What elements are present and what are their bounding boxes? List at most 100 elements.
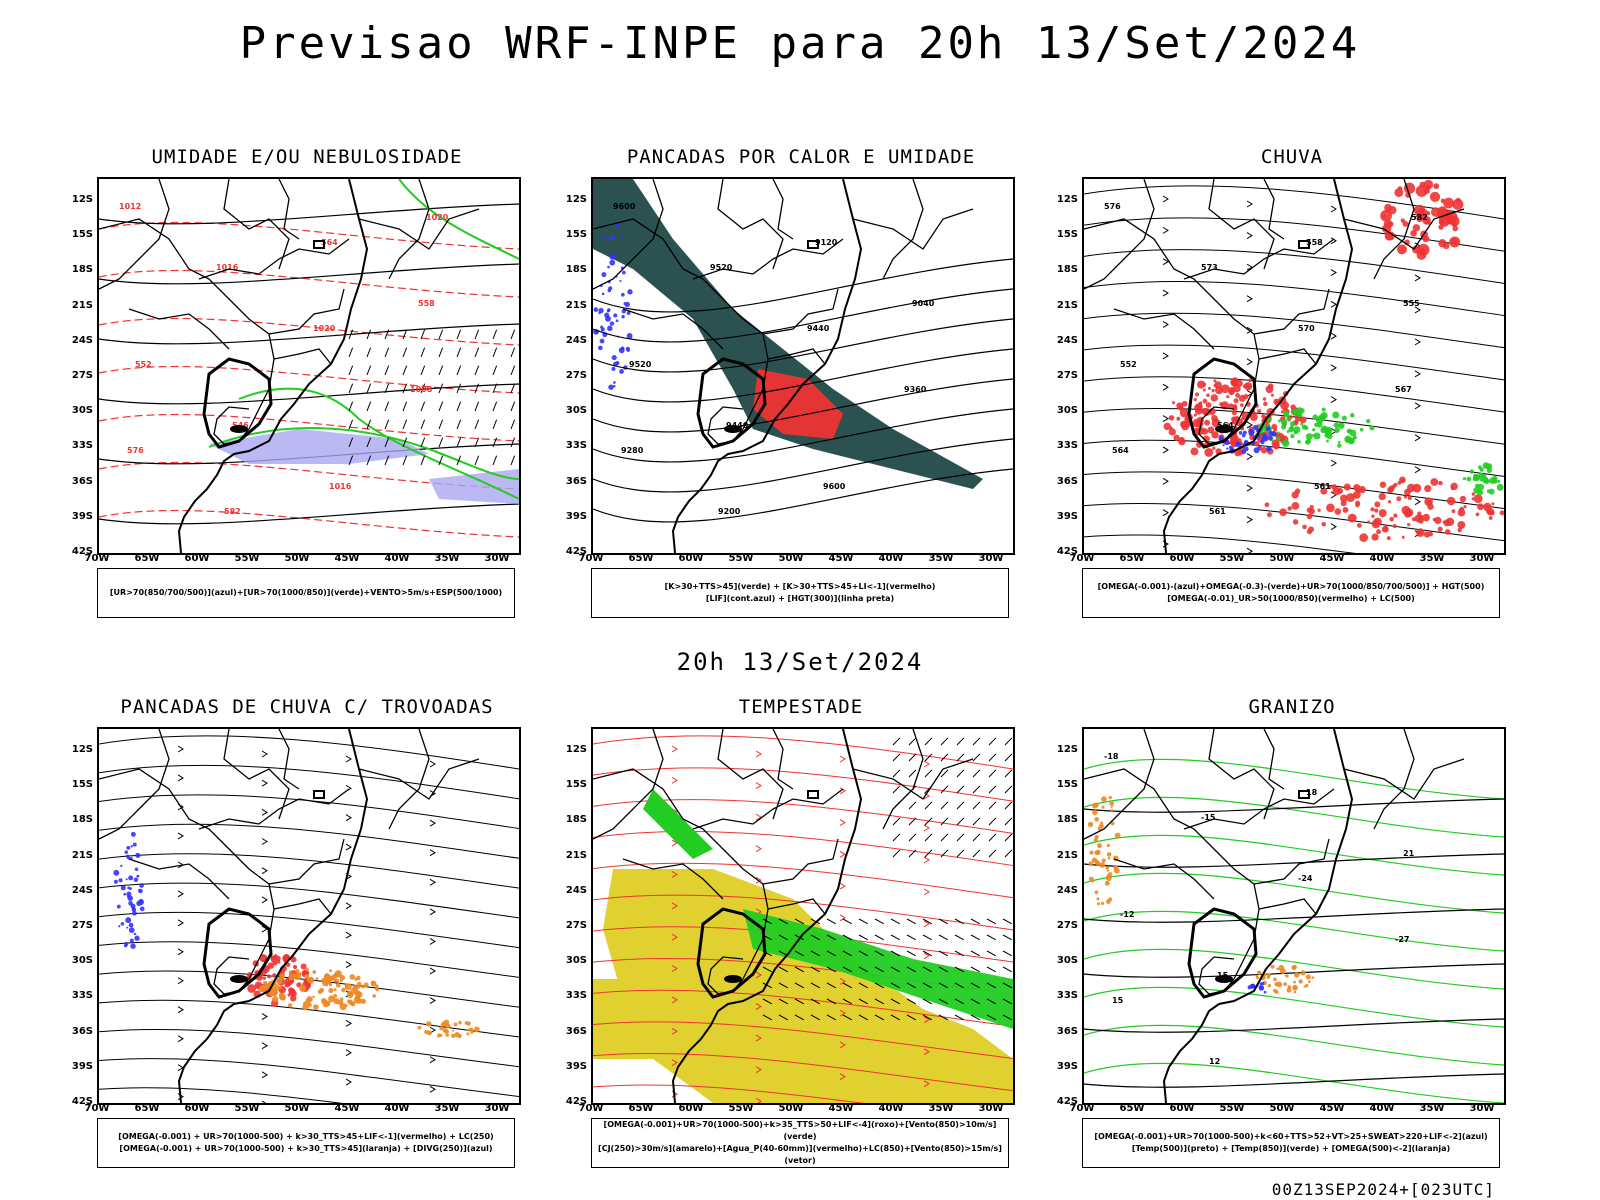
- lat-label: 30S: [71, 405, 93, 417]
- legend-text: [OMEGA(-0.01)_UR>50(1000/850)(vermelho) …: [1167, 594, 1415, 603]
- lon-label: 50W: [778, 553, 804, 564]
- contour-label: 12: [1209, 1057, 1220, 1066]
- contour-label: 9040: [912, 299, 935, 308]
- contour-label: 9280: [621, 446, 644, 455]
- contour-label: 9520: [710, 263, 733, 272]
- run-info-footer: 00Z13SEP2024+[023UTC]: [1271, 1180, 1495, 1199]
- legend-box: [OMEGA(-0.001)+UR>70(1000-500)+k<60+TTS>…: [1082, 1118, 1500, 1168]
- lon-label: 35W: [434, 1103, 460, 1114]
- lat-label: 36S: [71, 475, 93, 487]
- panel-title: UMIDADE E/OU NEBULOSIDADE: [151, 146, 463, 168]
- lat-label: 36S: [565, 475, 587, 487]
- lat-label: 12S: [71, 744, 93, 755]
- panel-title: CHUVA: [1260, 146, 1324, 168]
- map-panel-3: 576573570567564561558555552564561582: [1082, 177, 1506, 555]
- legend-text: [UR>70(850/700/500)](azul)+[UR>70(1000/8…: [109, 588, 503, 597]
- lon-label: 50W: [1269, 1103, 1295, 1114]
- lat-label: 42S: [565, 546, 587, 557]
- lat-label: 15S: [1056, 229, 1078, 241]
- contour-label: 18: [1306, 788, 1318, 797]
- lon-label: 40W: [384, 553, 410, 564]
- lat-label: 24S: [71, 884, 93, 896]
- lon-label: 50W: [284, 553, 310, 564]
- legend-box: [OMEGA(-0.001)-(azul)+OMEGA(-0.3)-(verde…: [1082, 568, 1500, 618]
- contour-label: 1020: [426, 213, 449, 222]
- lon-label: 60W: [1169, 1103, 1195, 1114]
- lon-label: 70W: [578, 1103, 604, 1114]
- contour-label: 573: [1201, 263, 1218, 272]
- lat-label: 39S: [1056, 510, 1078, 522]
- lon-label: 35W: [1419, 1103, 1445, 1114]
- lon-label: 60W: [678, 1103, 704, 1114]
- legend-text: [CJ(250)>30m/s](amarelo)+[Agua_P(40-60mm…: [598, 1144, 1002, 1165]
- lon-label: 65W: [628, 1103, 654, 1114]
- lat-label: 36S: [71, 1025, 93, 1037]
- contour-label: 9200: [718, 507, 741, 516]
- lon-label: 45W: [828, 553, 854, 564]
- lat-label: 36S: [1056, 1025, 1078, 1037]
- contour-label: 9600: [823, 482, 846, 491]
- legend-text: [LIF](cont.azul) + [HGT(300)](linha pret…: [705, 594, 895, 603]
- lat-label: 18S: [71, 264, 93, 276]
- lon-label: 45W: [1319, 1103, 1345, 1114]
- legend-box: [K>30+TTS>45](verde) + [K>30+TTS>45+LI<-…: [591, 568, 1009, 618]
- lat-label: 12S: [565, 194, 587, 205]
- map-canvas: 576573570567564561558555552564561582: [1084, 179, 1504, 553]
- lon-label: 55W: [1219, 553, 1245, 564]
- lat-label: 18S: [1056, 814, 1078, 826]
- lon-label: 60W: [184, 553, 210, 564]
- legend-text: [OMEGA(-0.001) + UR>70(1000-500) + k>30_…: [119, 1144, 493, 1153]
- map-canvas: [99, 729, 519, 1103]
- lat-label: 42S: [71, 1096, 93, 1107]
- lon-label: 65W: [1119, 1103, 1145, 1114]
- map-canvas: [593, 729, 1013, 1103]
- map-panel-1: 1012101610201008576582564558552546101610…: [97, 177, 521, 555]
- lat-label: 12S: [1056, 194, 1078, 205]
- legend-text: [OMEGA(-0.001)-(azul)+OMEGA(-0.3)-(verde…: [1097, 582, 1485, 591]
- contour-label: 558: [418, 299, 435, 308]
- lat-label: 15S: [565, 779, 587, 791]
- contour-label: 21: [1403, 849, 1415, 858]
- lon-label: 50W: [284, 1103, 310, 1114]
- contour-label: 552: [1120, 360, 1137, 369]
- lat-label: 42S: [71, 546, 93, 557]
- lat-label: 21S: [1056, 849, 1078, 861]
- lat-label: 39S: [565, 510, 587, 522]
- map-canvas: 9600952094409360928092009120904095209440…: [593, 179, 1013, 553]
- legend-box: [OMEGA(-0.001)+UR>70(1000-500)+k>35_TTS>…: [591, 1118, 1009, 1168]
- contour-label: 576: [127, 446, 144, 455]
- lat-label: 33S: [1056, 990, 1078, 1002]
- lat-label: 39S: [565, 1060, 587, 1072]
- lat-label: 12S: [71, 194, 93, 205]
- lon-label: 70W: [1069, 1103, 1095, 1114]
- contour-label: 1016: [329, 482, 352, 491]
- contour-label: 9360: [904, 385, 927, 394]
- lat-label: 24S: [565, 334, 587, 346]
- contour-label: 1016: [216, 263, 239, 272]
- contour-label: 1008: [410, 385, 433, 394]
- lat-label: 42S: [565, 1096, 587, 1107]
- lat-label: 21S: [565, 299, 587, 311]
- lat-label: 33S: [565, 440, 587, 452]
- lon-label: 60W: [184, 1103, 210, 1114]
- legend-box: [OMEGA(-0.001) + UR>70(1000-500) + k>30_…: [97, 1118, 515, 1168]
- lat-label: 24S: [71, 334, 93, 346]
- lat-label: 15S: [71, 229, 93, 241]
- lon-label: 30W: [484, 1103, 510, 1114]
- lat-label: 24S: [565, 884, 587, 896]
- contour-label: 15: [1112, 996, 1124, 1005]
- lat-label: 18S: [71, 814, 93, 826]
- lat-label: 36S: [1056, 475, 1078, 487]
- contour-label: 9440: [807, 324, 830, 333]
- lon-label: 45W: [334, 553, 360, 564]
- lat-label: 12S: [1056, 744, 1078, 755]
- lat-label: 39S: [1056, 1060, 1078, 1072]
- lat-label: 27S: [71, 920, 93, 931]
- legend-text: [OMEGA(-0.001)+UR>70(1000-500)+k<60+TTS>…: [1094, 1132, 1488, 1141]
- lon-label: 65W: [628, 553, 654, 564]
- lat-label: 15S: [1056, 779, 1078, 791]
- panel-title: PANCADAS DE CHUVA C/ TROVOADAS: [120, 696, 494, 718]
- contour-label: 582: [1411, 213, 1428, 222]
